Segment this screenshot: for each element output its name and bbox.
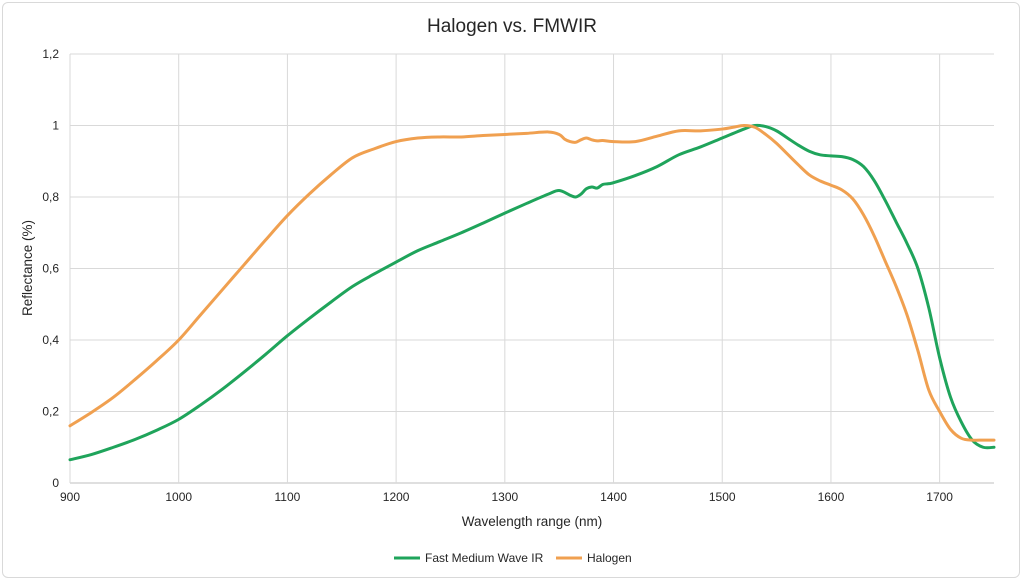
x-tick-label: 1700 xyxy=(926,490,953,504)
y-tick-label: 1 xyxy=(52,119,59,133)
x-tick-label: 1000 xyxy=(165,490,192,504)
series-lines xyxy=(68,123,996,462)
gridlines xyxy=(69,53,994,484)
x-tick-label: 1200 xyxy=(383,490,410,504)
series-line-fmwir xyxy=(68,123,996,462)
x-tick-label: 1400 xyxy=(600,490,627,504)
y-tick-label: 0,6 xyxy=(42,262,59,276)
y-tick-label: 0,4 xyxy=(42,333,59,347)
y-tick-label: 0,2 xyxy=(42,405,59,419)
y-tick-label: 0,8 xyxy=(42,190,59,204)
x-tick-label: 1600 xyxy=(818,490,845,504)
x-tick-label: 1100 xyxy=(275,490,301,504)
x-axis-label: Wavelength range (nm) xyxy=(462,514,603,529)
y-axis-ticks: 0 0,2 0,4 0,6 0,8 1 1,2 xyxy=(42,47,59,490)
series-line-halogen xyxy=(68,124,996,442)
legend: Fast Medium Wave IR Halogen xyxy=(394,551,632,565)
y-tick-label: 1,2 xyxy=(42,47,59,61)
y-tick-label: 0 xyxy=(52,476,59,490)
x-axis-ticks: 900 1000 1100 1200 1300 1400 1500 1600 1700 xyxy=(60,490,953,504)
x-tick-label: 1500 xyxy=(709,490,736,504)
legend-label-halogen: Halogen xyxy=(587,551,632,565)
x-tick-label: 1300 xyxy=(491,490,518,504)
chart-title: Halogen vs. FMWIR xyxy=(427,16,597,37)
y-axis-label: Reflectance (%) xyxy=(20,220,35,316)
x-tick-label: 900 xyxy=(60,490,80,504)
legend-label-fmwir: Fast Medium Wave IR xyxy=(425,551,544,565)
